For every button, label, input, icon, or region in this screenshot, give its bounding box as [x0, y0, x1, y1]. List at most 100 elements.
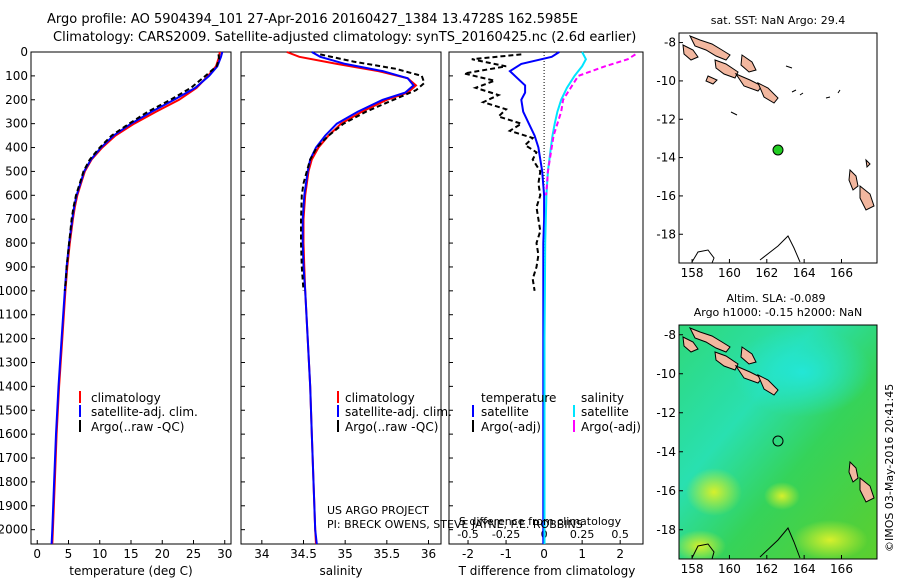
x-tick-label: 0 — [33, 547, 41, 561]
difference-top-xlabel: S difference from climatology — [459, 515, 622, 528]
x-tick-label: 36 — [421, 547, 436, 561]
y-tick-label: 1500 — [0, 403, 28, 417]
series-line-temperature-1 — [50, 51, 224, 545]
top-x-tick-label: 0.5 — [611, 528, 629, 541]
legend-satellite-label: satellite-adj. clim. — [345, 405, 452, 419]
y-tick-label: 1200 — [0, 332, 28, 346]
map-x-tick-label: 160 — [718, 562, 741, 576]
top-x-tick-label: 0.25 — [570, 528, 595, 541]
y-tick-label: 700 — [5, 212, 28, 226]
series-line-difference-1 — [463, 53, 542, 291]
y-tick-label: 1700 — [0, 451, 28, 465]
temperature-legend: climatology satellite-adj. clim. Argo(..… — [79, 391, 198, 434]
y-tick-label: 200 — [5, 93, 28, 107]
map-x-tick-label: 164 — [793, 266, 816, 280]
series-line-difference-0 — [508, 51, 560, 544]
map-axes-layer: 158 160 162 164 166 -8 -10 -12 -14 -16 -18 158 160 16… — [656, 36, 853, 576]
salinity-xlabel: salinity — [319, 564, 362, 578]
legend-climatology-label: climatology — [91, 391, 161, 405]
x-tick-label: 1 — [578, 547, 586, 561]
sla-map-title: Altim. SLA: -0.089 — [726, 292, 825, 305]
y-tick-label: 600 — [5, 188, 28, 202]
sla-map-title2: Argo h1000: -0.15 h2000: NaN — [694, 306, 863, 319]
x-tick-label: 34.5 — [290, 547, 317, 561]
legend-t-satellite-label: satellite — [481, 405, 529, 419]
map-y-tick-label: -12 — [656, 112, 676, 126]
sst-map — [678, 32, 878, 264]
temperature-xlabel: temperature (deg C) — [69, 564, 192, 578]
map-y-tick-label: -14 — [656, 151, 676, 165]
legend-climatology-label: climatology — [345, 391, 415, 405]
y-tick-label: 900 — [5, 260, 28, 274]
x-tick-label: 30 — [217, 547, 232, 561]
y-tick-label: 300 — [5, 117, 28, 131]
header-title-line2: Climatology: CARS2009. Satellite-adjuste… — [53, 30, 636, 45]
legend-temperature-title: temperature — [481, 391, 556, 405]
sst-float-marker — [772, 144, 784, 156]
x-tick-label: -1 — [500, 547, 512, 561]
x-tick-label: 35 — [338, 547, 353, 561]
y-tick-label: 0 — [20, 45, 28, 59]
salinity-legend: climatology satellite-adj. clim. Argo(..… — [337, 391, 452, 434]
x-tick-label: 5 — [65, 547, 73, 561]
sla-float-marker — [772, 435, 784, 447]
map-y-tick-label: -18 — [656, 523, 676, 537]
x-tick-label: 2 — [616, 547, 624, 561]
y-tick-label: 1800 — [0, 475, 28, 489]
x-tick-label: 25 — [186, 547, 201, 561]
map-y-tick-label: -16 — [656, 189, 676, 203]
legend-satellite-label: satellite-adj. clim. — [91, 405, 198, 419]
map-y-tick-label: -16 — [656, 484, 676, 498]
legend-s-argo-label: Argo(-adj) — [581, 420, 641, 434]
sst-map-land — [682, 35, 875, 263]
sla-map-field — [679, 325, 877, 559]
salinity-panel — [240, 51, 442, 545]
y-tick-label: 2000 — [0, 523, 28, 537]
map-y-tick-label: -12 — [656, 406, 676, 420]
series-layer — [50, 51, 636, 545]
map-y-tick-label: -18 — [656, 227, 676, 241]
sla-map — [678, 324, 878, 560]
y-tick-label: 1300 — [0, 355, 28, 369]
x-tick-label: -2 — [462, 547, 474, 561]
y-tick-label: 800 — [5, 236, 28, 250]
x-tick-label: 20 — [155, 547, 170, 561]
top-x-tick-label: -0.25 — [492, 528, 520, 541]
imos-timestamp: ©IMOS 03-May-2016 20:41:45 — [883, 384, 896, 552]
x-tick-label: 0 — [540, 547, 548, 561]
map-x-tick-label: 166 — [830, 266, 853, 280]
map-y-tick-label: -10 — [656, 367, 676, 381]
y-tick-label: 1600 — [0, 427, 28, 441]
difference-panel — [448, 51, 644, 545]
y-tick-label: 1900 — [0, 499, 28, 513]
series-line-difference-2 — [543, 51, 588, 544]
y-tick-label: 1400 — [0, 379, 28, 393]
map-x-tick-label: 158 — [681, 266, 704, 280]
top-x-tick-label: -0.5 — [457, 528, 478, 541]
legend-argo-label: Argo(..raw -QC) — [91, 420, 184, 434]
y-tick-label: 100 — [5, 69, 28, 83]
map-y-tick-label: -8 — [664, 328, 676, 342]
series-line-temperature-2 — [63, 54, 221, 291]
map-y-tick-label: -8 — [664, 36, 676, 50]
legend-s-satellite-label: satellite — [581, 405, 629, 419]
x-tick-label: 35.5 — [373, 547, 400, 561]
y-tick-label: 500 — [5, 164, 28, 178]
y-tick-label: 1100 — [0, 308, 28, 322]
credit-project: US ARGO PROJECT — [327, 504, 429, 517]
map-x-tick-label: 162 — [755, 562, 778, 576]
map-x-tick-label: 164 — [793, 562, 816, 576]
series-line-difference-3 — [545, 53, 636, 196]
x-tick-label: 10 — [92, 547, 107, 561]
map-y-tick-label: -10 — [656, 74, 676, 88]
difference-legend: temperature salinity satellite Argo(-adj… — [472, 391, 641, 434]
map-x-tick-label: 162 — [755, 266, 778, 280]
map-x-tick-label: 166 — [830, 562, 853, 576]
map-x-tick-label: 158 — [681, 562, 704, 576]
x-tick-label: 15 — [123, 547, 138, 561]
header-title-line1: Argo profile: AO 5904394_101 27-Apr-2016… — [47, 12, 578, 27]
x-tick-label: 34 — [254, 547, 269, 561]
axes-layer: 0 5 10 15 20 25 300100200300400500600700800900… — [0, 45, 629, 561]
legend-argo-label: Argo(..raw -QC) — [345, 420, 438, 434]
